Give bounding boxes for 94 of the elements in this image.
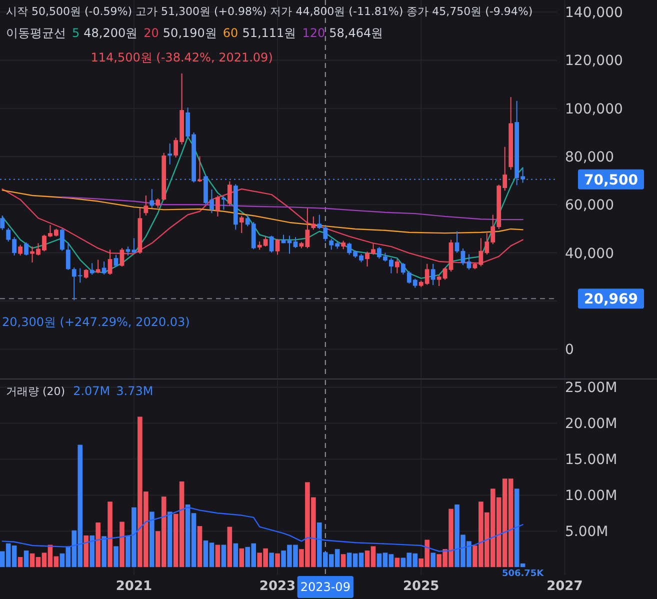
bar — [215, 544, 220, 568]
bar — [120, 522, 124, 568]
y-tick-label: 15.00M — [565, 452, 618, 468]
annotation: 20,300원 (+247.29%, 2020.03) — [2, 315, 190, 330]
bar — [167, 512, 172, 568]
bar — [233, 543, 238, 568]
bar — [275, 553, 280, 568]
candlestick — [221, 196, 226, 210]
candlestick — [18, 244, 22, 256]
y-tick-label: 140,000 — [565, 5, 623, 22]
y-tick-label: 25.00M — [565, 380, 618, 396]
candlestick — [144, 195, 148, 216]
y-tick-label: 40,000 — [565, 246, 614, 262]
data-label: 506.75K — [502, 569, 545, 580]
line-series — [2, 188, 524, 264]
candlestick — [84, 268, 88, 280]
candlestick — [150, 188, 154, 209]
y-tick-label: 10.00M — [565, 488, 618, 504]
text: 48,200원 — [84, 26, 138, 40]
bar — [18, 557, 23, 568]
text: 5 — [72, 26, 80, 40]
candlestick — [400, 262, 406, 275]
text: 20 — [144, 26, 159, 40]
y-tick-label: 80,000 — [565, 149, 614, 166]
y-tick-label: 60,000 — [565, 198, 614, 214]
bar — [114, 546, 118, 568]
candlestick — [239, 215, 244, 234]
text: 이동평균선 — [6, 26, 66, 40]
bar — [102, 536, 106, 568]
x-tick-label: 2027 — [546, 579, 583, 594]
text: 50,190원 — [162, 26, 217, 40]
bar — [394, 558, 400, 568]
text: 51,111원 — [242, 26, 296, 40]
candlestick — [114, 254, 118, 268]
bar — [239, 548, 244, 568]
x-tick-label: 2023 — [259, 579, 296, 594]
candlestick — [293, 236, 298, 248]
ref-line-label: 20,969 — [584, 292, 638, 308]
candlestick — [442, 266, 448, 280]
bar — [221, 544, 226, 568]
candlestick — [108, 249, 112, 276]
line-series — [62, 196, 524, 220]
bar — [269, 552, 274, 568]
annotation: 2.07M — [73, 384, 110, 398]
y-tick-label: 100,000 — [565, 101, 623, 118]
candlestick — [454, 230, 460, 254]
bar — [227, 526, 232, 568]
candlestick — [198, 156, 202, 183]
bar — [84, 535, 88, 568]
x-tick-label: 2025 — [403, 579, 440, 594]
candlestick — [227, 180, 232, 206]
candlestick — [90, 262, 94, 276]
candlestick — [430, 263, 436, 286]
candlestick — [216, 195, 220, 217]
candlestick — [60, 228, 64, 252]
bar — [197, 526, 202, 568]
bar — [108, 502, 112, 568]
candlestick — [168, 142, 172, 165]
candlestick — [156, 198, 160, 209]
text: 58,464원 — [329, 26, 384, 40]
y-tick-label: 5.00M — [565, 524, 608, 540]
annotation: 3.73M — [116, 384, 154, 398]
bar — [150, 512, 154, 568]
candlestick — [24, 242, 28, 256]
bar — [90, 535, 94, 568]
candlestick — [269, 235, 274, 254]
ref-line-label: 2023-09 — [300, 580, 350, 594]
annotation: 114,500원 (-38.42%, 2021.09) — [90, 50, 273, 64]
line-series — [2, 190, 524, 234]
bar — [24, 550, 29, 568]
candlestick — [436, 274, 442, 287]
candlestick — [102, 260, 106, 275]
candlestick — [0, 214, 5, 230]
text: 거래량 (20) — [6, 385, 66, 398]
candlestick — [120, 247, 124, 268]
y-tick-label: 120,000 — [565, 53, 623, 70]
candlestick — [126, 246, 130, 256]
line-series — [2, 506, 524, 552]
ref-line-label: 70,500 — [584, 172, 638, 188]
y-tick-label: 0 — [565, 342, 574, 358]
candlestick — [394, 258, 400, 274]
text: 60 — [222, 26, 238, 40]
candlestick — [66, 242, 70, 270]
bar — [430, 552, 436, 568]
bar — [96, 522, 100, 568]
candlestick — [311, 216, 316, 230]
candlestick — [96, 259, 100, 274]
candlestick — [275, 238, 280, 256]
text: 120 — [302, 26, 326, 40]
bar — [340, 554, 346, 568]
candlestick — [132, 238, 136, 254]
y-tick-label: 20.00M — [565, 416, 618, 432]
x-tick-label: 2021 — [116, 579, 152, 594]
line-series — [2, 136, 524, 279]
